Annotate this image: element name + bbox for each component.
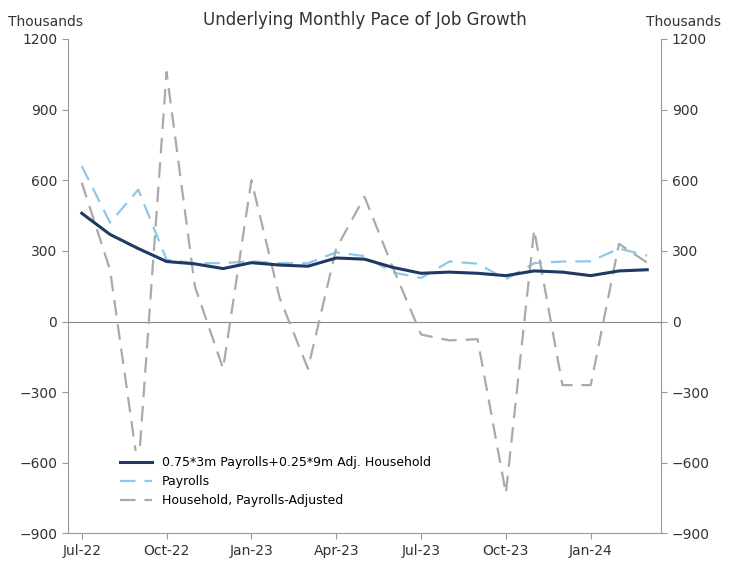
Text: Thousands: Thousands (8, 15, 83, 29)
Legend: 0.75*3m Payrolls+0.25*9m Adj. Household, Payrolls, Household, Payrolls-Adjusted: 0.75*3m Payrolls+0.25*9m Adj. Household,… (115, 451, 436, 513)
Title: Underlying Monthly Pace of Job Growth: Underlying Monthly Pace of Job Growth (203, 11, 526, 29)
Text: Thousands: Thousands (646, 15, 721, 29)
